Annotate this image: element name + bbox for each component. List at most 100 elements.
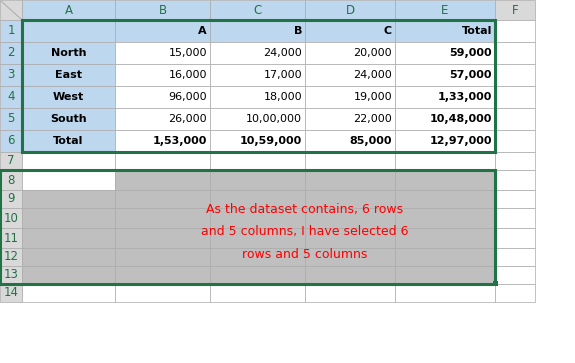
Bar	[305, 152, 395, 170]
Bar	[210, 190, 305, 208]
Bar	[305, 208, 395, 228]
Bar	[305, 228, 395, 248]
Bar	[305, 86, 395, 108]
Bar	[395, 248, 495, 266]
Bar	[495, 266, 535, 284]
Bar	[495, 0, 535, 20]
Bar	[495, 284, 535, 302]
Text: 19,000: 19,000	[354, 92, 392, 102]
Bar	[305, 42, 395, 64]
Text: 7: 7	[7, 155, 15, 167]
Bar	[305, 284, 395, 302]
Bar	[210, 208, 305, 228]
Bar	[115, 228, 210, 248]
Bar	[0, 152, 22, 170]
Text: 9: 9	[7, 192, 15, 205]
Bar	[395, 0, 495, 20]
Bar	[495, 190, 535, 208]
Bar	[395, 152, 495, 170]
Bar	[210, 42, 305, 64]
Bar	[115, 20, 210, 42]
Text: 1,53,000: 1,53,000	[152, 136, 207, 146]
Bar	[0, 86, 22, 108]
Bar	[22, 170, 115, 190]
Text: 12,97,000: 12,97,000	[430, 136, 492, 146]
Bar	[0, 130, 22, 152]
Bar	[495, 152, 535, 170]
Text: South: South	[50, 114, 87, 124]
Text: 5: 5	[7, 113, 15, 126]
Bar	[22, 190, 115, 208]
Text: 1: 1	[7, 24, 15, 37]
Bar	[395, 208, 495, 228]
Bar	[115, 130, 210, 152]
Bar	[210, 64, 305, 86]
Bar	[495, 170, 535, 190]
Bar	[22, 284, 115, 302]
Bar	[395, 42, 495, 64]
Text: 8: 8	[7, 174, 15, 187]
Text: 14: 14	[3, 286, 18, 299]
Bar	[495, 86, 535, 108]
Bar	[495, 228, 535, 248]
Bar	[395, 64, 495, 86]
Bar	[115, 108, 210, 130]
Bar	[22, 266, 115, 284]
Bar	[0, 266, 22, 284]
Text: A: A	[64, 4, 72, 16]
Bar	[495, 208, 535, 228]
Text: Total: Total	[53, 136, 84, 146]
Bar	[22, 208, 115, 228]
Text: 26,000: 26,000	[168, 114, 207, 124]
Text: West: West	[53, 92, 84, 102]
Bar	[22, 64, 115, 86]
Bar	[0, 42, 22, 64]
Bar	[0, 248, 22, 266]
Text: 22,000: 22,000	[353, 114, 392, 124]
Text: 10,48,000: 10,48,000	[430, 114, 492, 124]
Bar	[22, 42, 115, 64]
Bar	[115, 170, 210, 190]
Text: 59,000: 59,000	[450, 48, 492, 58]
Text: 11: 11	[3, 232, 18, 245]
Text: 24,000: 24,000	[353, 70, 392, 80]
Bar	[0, 284, 22, 302]
Bar	[305, 64, 395, 86]
Bar	[305, 170, 395, 190]
Bar	[210, 170, 305, 190]
Text: 2: 2	[7, 46, 15, 60]
Text: B: B	[159, 4, 167, 16]
Bar	[210, 108, 305, 130]
Text: C: C	[254, 4, 262, 16]
Bar	[395, 130, 495, 152]
Bar	[0, 208, 22, 228]
Text: 96,000: 96,000	[168, 92, 207, 102]
Bar	[22, 20, 115, 42]
Text: 4: 4	[7, 90, 15, 103]
Text: 18,000: 18,000	[263, 92, 302, 102]
Text: 15,000: 15,000	[168, 48, 207, 58]
Bar	[0, 64, 22, 86]
Bar	[305, 130, 395, 152]
Text: F: F	[512, 4, 518, 16]
Text: North: North	[51, 48, 86, 58]
Text: 16,000: 16,000	[168, 70, 207, 80]
Bar	[22, 108, 115, 130]
Bar	[495, 42, 535, 64]
Text: E: E	[442, 4, 448, 16]
Bar	[22, 248, 115, 266]
Text: 57,000: 57,000	[450, 70, 492, 80]
Text: 1,33,000: 1,33,000	[438, 92, 492, 102]
Bar	[0, 108, 22, 130]
Bar	[395, 86, 495, 108]
Bar	[210, 284, 305, 302]
Text: 10: 10	[3, 212, 18, 224]
Bar	[395, 190, 495, 208]
Bar	[0, 170, 22, 190]
Text: 17,000: 17,000	[263, 70, 302, 80]
Text: D: D	[346, 4, 355, 16]
Bar	[395, 170, 495, 190]
Text: 3: 3	[7, 69, 15, 82]
Bar	[395, 228, 495, 248]
Text: East: East	[55, 70, 82, 80]
